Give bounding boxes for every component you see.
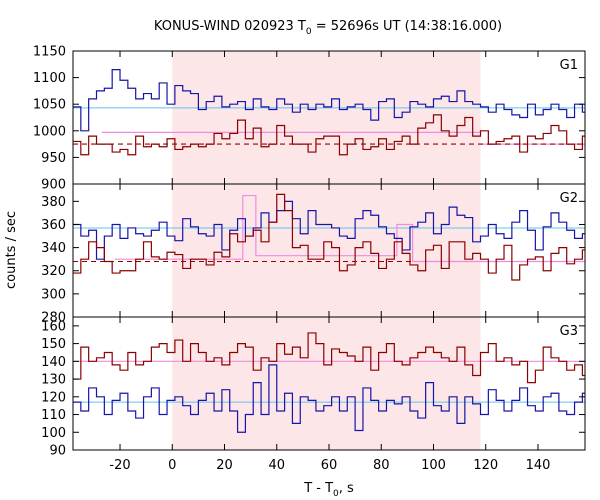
panel-2-series-blue (73, 200, 585, 260)
panel-2-ytick-label: 340 (41, 241, 66, 256)
panel-3-label: G3 (560, 324, 578, 339)
panel-3-ytick-label: 140 (41, 355, 66, 370)
panel-3-ytick-label: 90 (49, 444, 66, 459)
panel-1-ytick-label: 1150 (33, 45, 66, 60)
panel-2-series-red (73, 193, 585, 281)
xtick-label: 80 (373, 458, 390, 473)
panel-3-ytick-label: 120 (41, 390, 66, 405)
panel-3-ytick-label: 160 (41, 319, 66, 334)
xtick-label: -20 (109, 458, 130, 473)
panel-2-ytick-label: 360 (41, 218, 66, 233)
shaded-interval-layer (172, 51, 481, 450)
xtick-label: 20 (216, 458, 233, 473)
panel-3-ytick-label: 100 (41, 426, 66, 441)
panel-1-label: G1 (560, 58, 578, 73)
panel-3-ytick-label: 110 (41, 408, 66, 423)
panel-1-ytick-label: 1100 (33, 71, 66, 86)
panel-2-label: G2 (560, 191, 578, 206)
panel-2-ytick-label: 320 (41, 264, 66, 279)
panel-1-ytick-label: 1050 (33, 98, 66, 113)
xtick-label: 100 (421, 458, 446, 473)
panel-2-ytick-label: 280 (41, 311, 66, 326)
panel-1-series-blue (73, 69, 585, 132)
panel-3-series-red (73, 332, 585, 384)
panel-1-ytick-label: 950 (41, 151, 66, 166)
panel-2-ytick-label: 380 (41, 195, 66, 210)
data-layer (73, 69, 585, 433)
xtick-label: 40 (268, 458, 285, 473)
panel-1-series-red (73, 114, 585, 156)
xtick-label: 120 (473, 458, 498, 473)
panel-3-ytick-label: 130 (41, 373, 66, 388)
y-axis-label: counts / sec (4, 211, 19, 289)
xtick-label: 60 (321, 458, 338, 473)
panel-2-ytick-label: 300 (41, 287, 66, 302)
panel-3-ytick-label: 150 (41, 337, 66, 352)
panel-3-series-blue (73, 364, 585, 433)
x-axis-label: T - T0, s (303, 481, 354, 499)
xtick-label: 140 (526, 458, 551, 473)
panel-2-level-pinkstep-3 (114, 194, 585, 263)
chart-title: KONUS-WIND 020923 T0 = 52696s UT (14:38:… (154, 19, 502, 37)
shaded-interval (172, 51, 481, 450)
chart-title-subscript: 0 (306, 27, 312, 37)
x-axis-label-subscript: 0 (333, 489, 339, 499)
panel-1-ytick-label: 1000 (33, 124, 66, 139)
tick-layer: G19009501000105011001150G228030032034036… (33, 45, 585, 473)
panel-1-ytick-label: 900 (41, 178, 66, 193)
xtick-label: 0 (168, 458, 176, 473)
